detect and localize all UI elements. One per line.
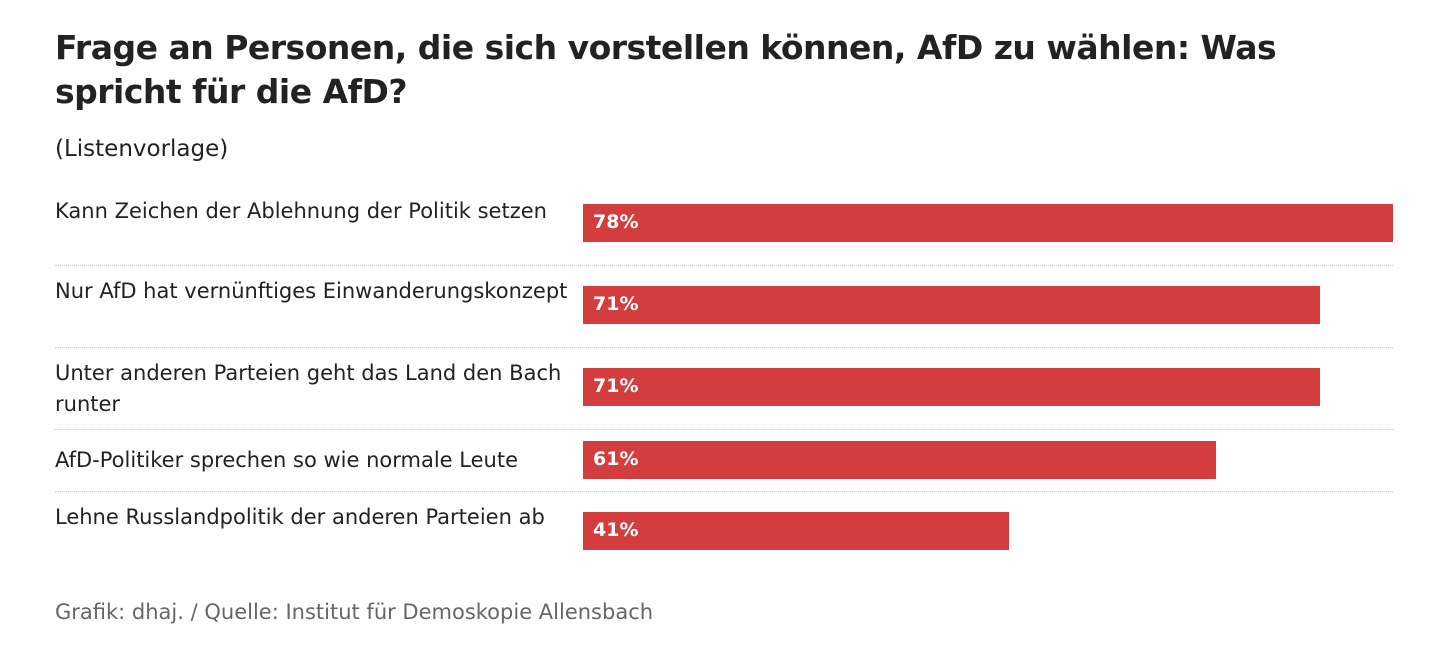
- bar-row: AfD-Politiker sprechen so wie normale Le…: [55, 430, 1393, 492]
- bar-row: Nur AfD hat vernünftiges Einwanderungsko…: [55, 266, 1393, 348]
- value-label: 71%: [593, 293, 639, 315]
- bar-row: Unter anderen Parteien geht das Land den…: [55, 348, 1393, 430]
- source-footer: Grafik: dhaj. / Quelle: Institut für Dem…: [55, 600, 654, 624]
- value-label: 41%: [593, 519, 639, 541]
- category-label: Kann Zeichen der Ablehnung der Politik s…: [55, 199, 547, 223]
- bar: 78%: [583, 204, 1393, 242]
- bar-row: Kann Zeichen der Ablehnung der Politik s…: [55, 192, 1393, 266]
- category-label: Nur AfD hat vernünftiges Einwanderungsko…: [55, 279, 568, 303]
- bar: 71%: [583, 368, 1321, 406]
- chart-subtitle: (Listenvorlage): [55, 136, 229, 162]
- value-label: 78%: [593, 211, 639, 233]
- category-label: AfD-Politiker sprechen so wie normale Le…: [55, 448, 518, 472]
- value-label: 71%: [593, 375, 639, 397]
- bar-row: Lehne Russlandpolitik der anderen Partei…: [55, 492, 1393, 564]
- chart-title: Frage an Personen, die sich vorstellen k…: [55, 28, 1277, 111]
- value-label: 61%: [593, 448, 639, 470]
- bar: 61%: [583, 441, 1217, 479]
- category-label: Lehne Russlandpolitik der anderen Partei…: [55, 505, 545, 529]
- bar: 71%: [583, 286, 1321, 324]
- bar: 41%: [583, 512, 1009, 550]
- category-label: Unter anderen Parteien geht das Land den…: [55, 361, 562, 416]
